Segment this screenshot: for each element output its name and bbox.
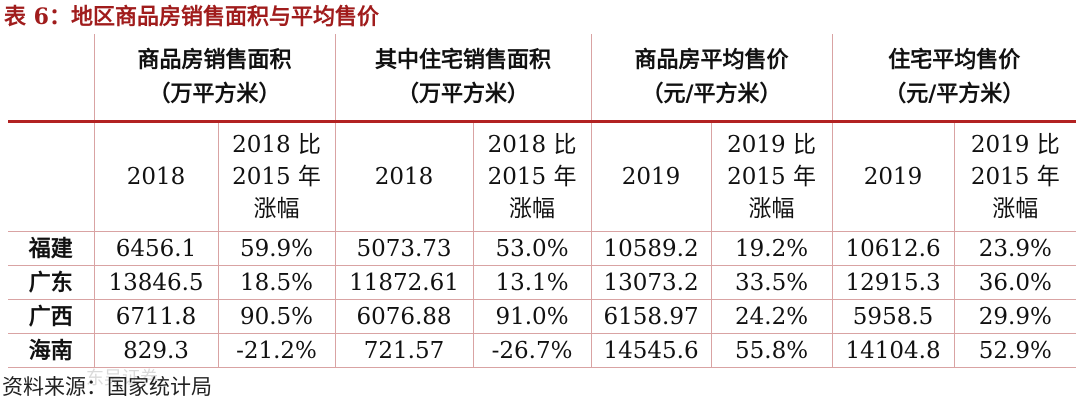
subheader-year: 2018 — [334, 121, 474, 232]
header-group-row: 商品房销售面积 （万平方米） 其中住宅销售面积 （万平方米） 商品房平均售价 （… — [8, 34, 1077, 123]
table-cell: 91.0% — [472, 299, 592, 334]
subheader-year: 2018 — [93, 121, 218, 232]
table-cell: -26.7% — [472, 333, 592, 368]
subheader-change: 2019 比 2015 年 涨幅 — [710, 121, 833, 232]
source-note: 资料来源：国家统计局 — [2, 375, 212, 399]
table-cell: 52.9% — [953, 333, 1077, 368]
table-cell: 13.1% — [472, 265, 592, 300]
table-row: 广西 6711.8 90.5% 6076.88 91.0% 6158.97 24… — [8, 299, 1077, 334]
corner-cell — [8, 34, 94, 123]
table-cell: 14545.6 — [590, 333, 712, 368]
table-cell: 24.2% — [710, 299, 833, 334]
subheader-change: 2018 比 2015 年 涨幅 — [217, 121, 336, 232]
table-cell: 6711.8 — [93, 299, 218, 334]
subheader-change: 2018 比 2015 年 涨幅 — [472, 121, 592, 232]
table-cell: 6158.97 — [590, 299, 712, 334]
table-cell: 12915.3 — [831, 265, 955, 300]
table-cell: 13846.5 — [93, 265, 218, 300]
table-cell: 829.3 — [93, 333, 218, 368]
subheader-row: 2018 2018 比 2015 年 涨幅 2018 2018 比 2015 年… — [8, 121, 1077, 232]
table-cell: 33.5% — [710, 265, 833, 300]
table-cell: 23.9% — [953, 231, 1077, 266]
table-cell: 5073.73 — [334, 231, 474, 266]
table-cell: 59.9% — [217, 231, 336, 266]
region-label: 广西 — [8, 299, 94, 334]
subheader-year: 2019 — [590, 121, 712, 232]
subheader-year: 2019 — [831, 121, 955, 232]
region-label: 海南 — [8, 333, 94, 368]
corner-cell-sub — [8, 121, 94, 232]
table-row: 海南 829.3 -21.2% 721.57 -26.7% 14545.6 55… — [8, 333, 1077, 368]
table-cell: 10589.2 — [590, 231, 712, 266]
table-title: 表 6：地区商品房销售面积与平均售价 — [4, 4, 379, 30]
table-cell: 6076.88 — [334, 299, 474, 334]
header-sales-area: 商品房销售面积 （万平方米） — [93, 34, 336, 123]
table-cell: 55.8% — [710, 333, 833, 368]
table-cell: -21.2% — [217, 333, 336, 368]
table-cell: 6456.1 — [93, 231, 218, 266]
table-cell: 5958.5 — [831, 299, 955, 334]
table-cell: 14104.8 — [831, 333, 955, 368]
table-cell: 36.0% — [953, 265, 1077, 300]
region-label: 广东 — [8, 265, 94, 300]
header-residential-avg-price: 住宅平均售价 （元/平方米） — [831, 34, 1077, 123]
table-cell: 11872.61 — [334, 265, 474, 300]
table-cell: 53.0% — [472, 231, 592, 266]
header-residential-area: 其中住宅销售面积 （万平方米） — [334, 34, 592, 123]
table-cell: 13073.2 — [590, 265, 712, 300]
table-cell: 19.2% — [710, 231, 833, 266]
watermark: 东吴证券 — [86, 368, 158, 389]
table-cell: 721.57 — [334, 333, 474, 368]
table-cell: 18.5% — [217, 265, 336, 300]
table-row: 福建 6456.1 59.9% 5073.73 53.0% 10589.2 19… — [8, 231, 1077, 266]
header-avg-price: 商品房平均售价 （元/平方米） — [590, 34, 833, 123]
data-table: 商品房销售面积 （万平方米） 其中住宅销售面积 （万平方米） 商品房平均售价 （… — [8, 34, 1077, 368]
table-cell: 10612.6 — [831, 231, 955, 266]
table-cell: 29.9% — [953, 299, 1077, 334]
table-row: 广东 13846.5 18.5% 11872.61 13.1% 13073.2 … — [8, 265, 1077, 300]
region-label: 福建 — [8, 231, 94, 266]
table-cell: 90.5% — [217, 299, 336, 334]
subheader-change: 2019 比 2015 年 涨幅 — [953, 121, 1077, 232]
